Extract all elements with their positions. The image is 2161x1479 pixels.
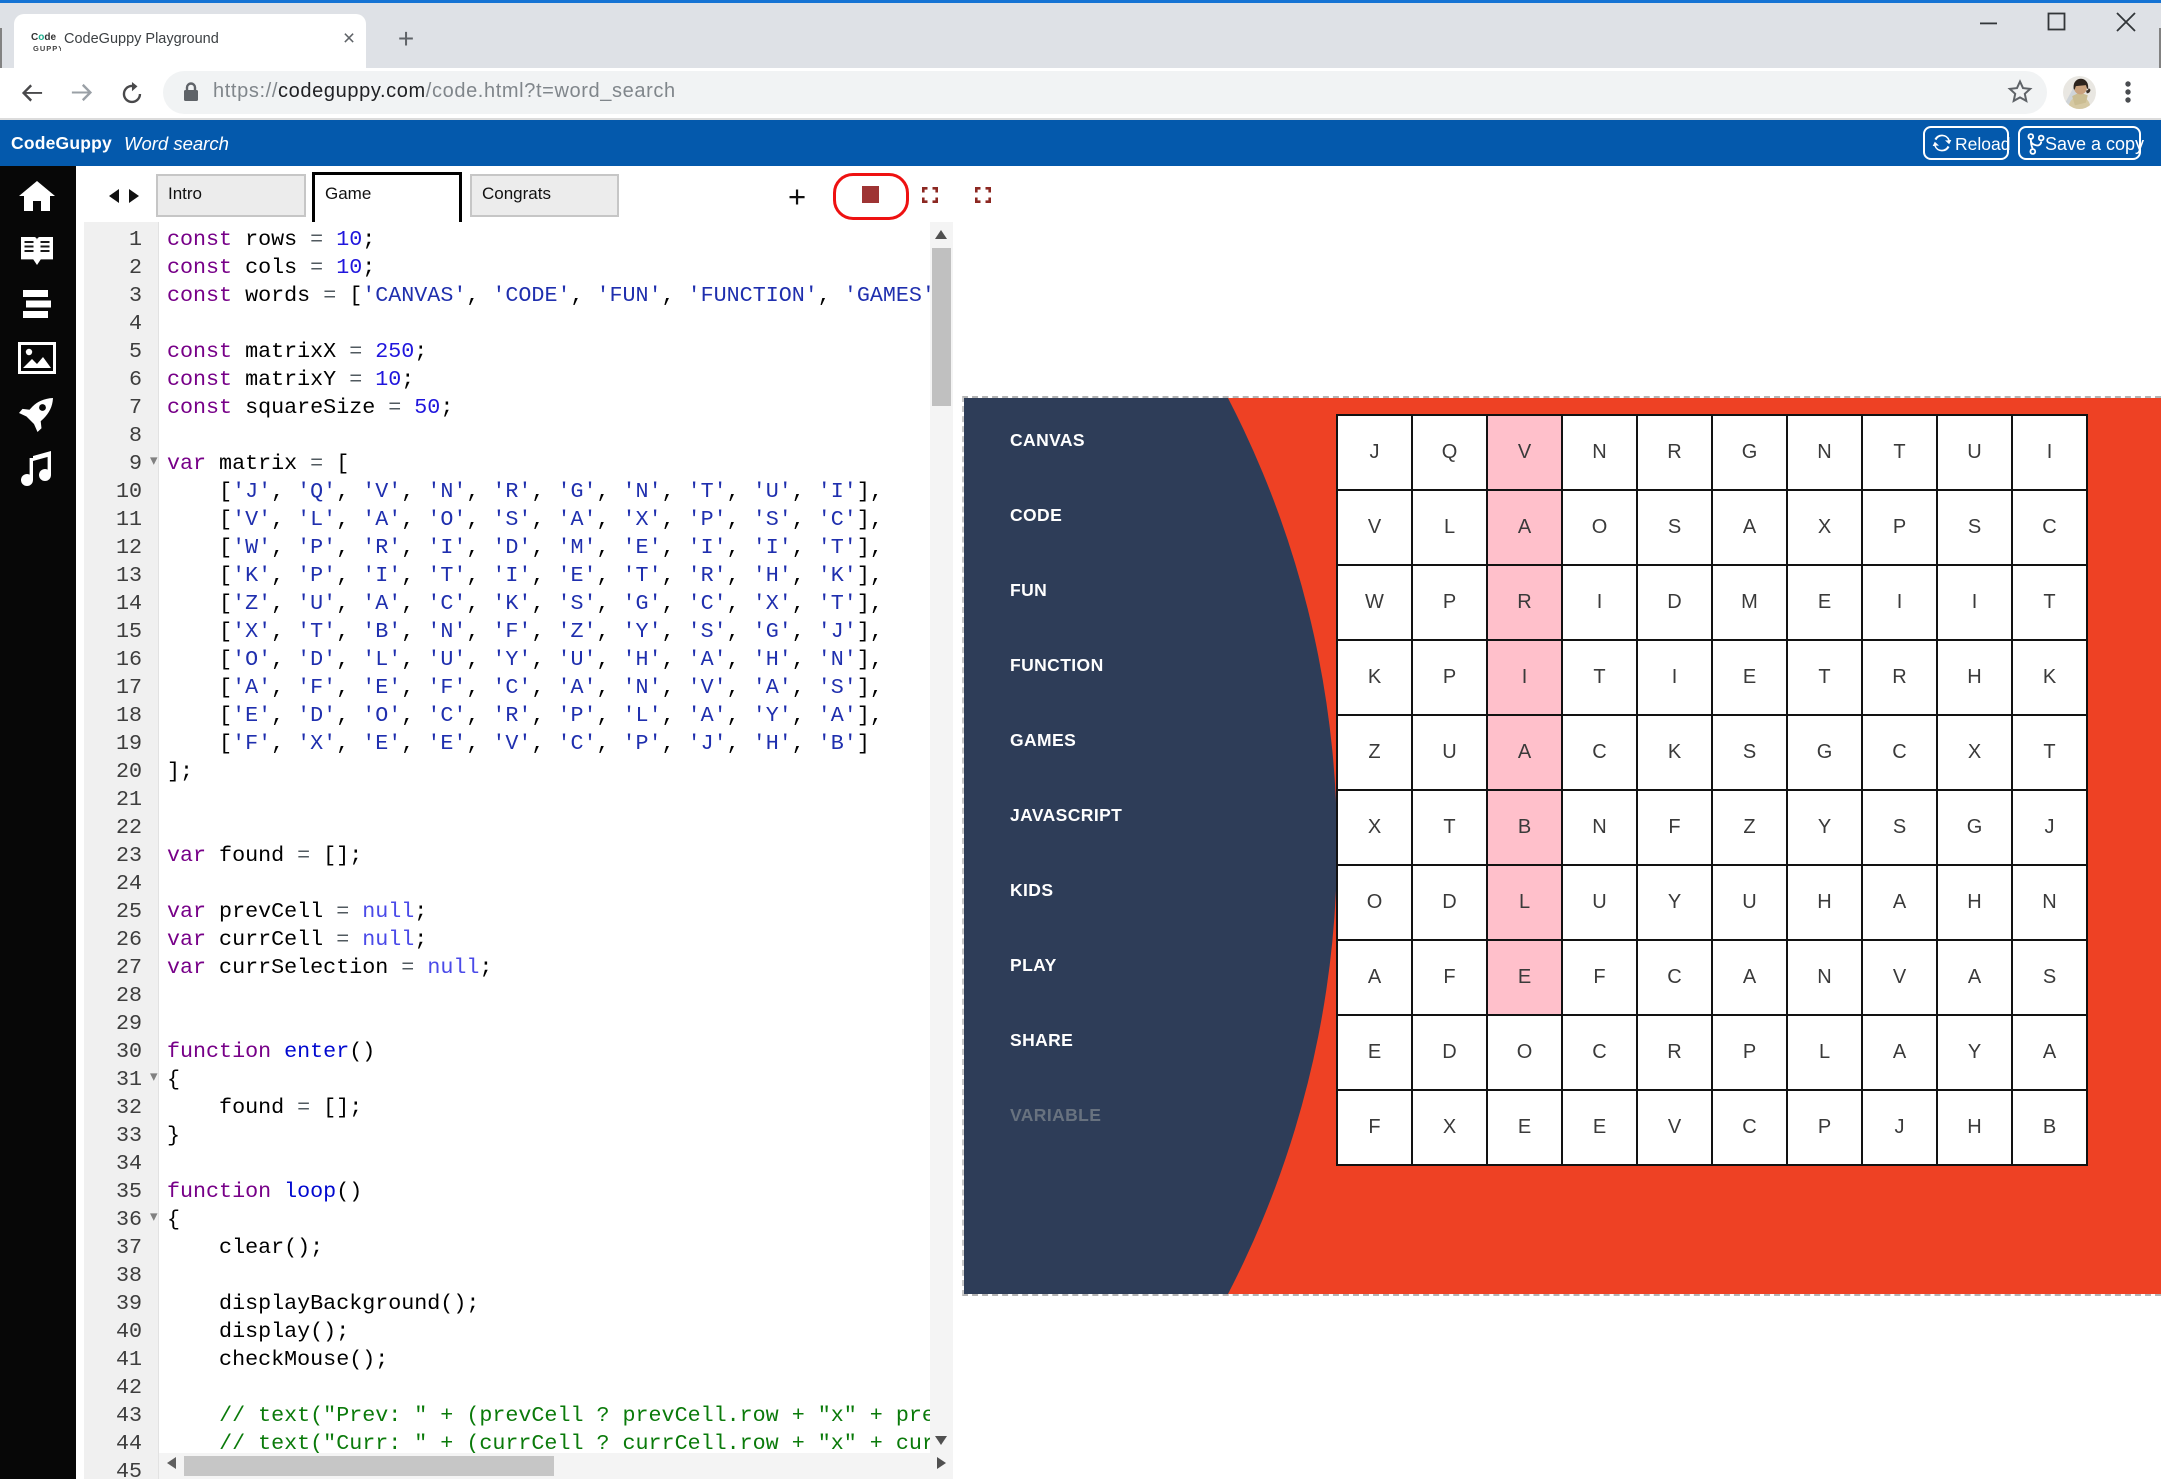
svg-text:Code: Code — [31, 32, 56, 43]
svg-text:GUPPY: GUPPY — [33, 44, 61, 53]
